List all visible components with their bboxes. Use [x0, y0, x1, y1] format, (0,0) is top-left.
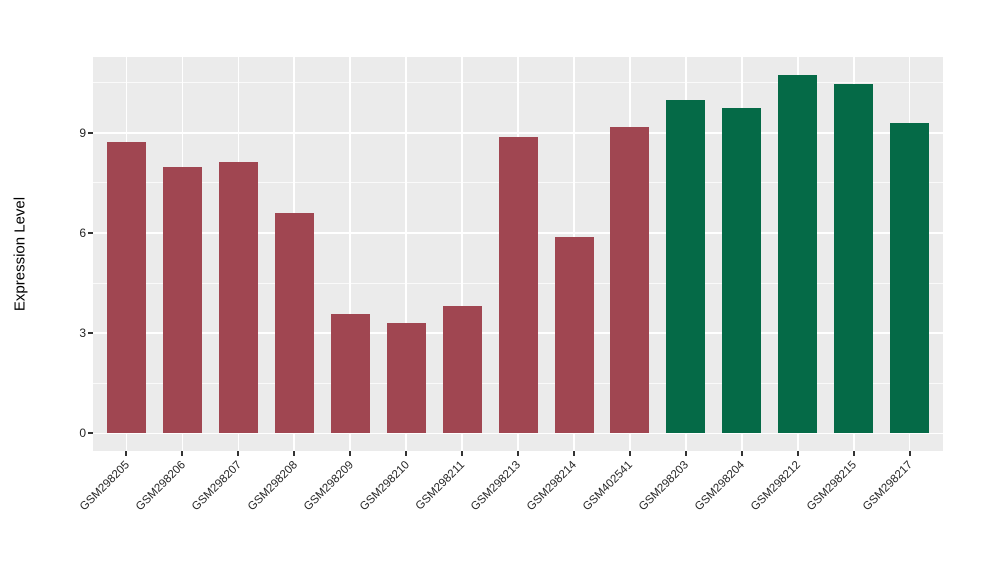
- bar-GSM298206: [162, 166, 202, 434]
- bar-GSM298210: [386, 322, 426, 434]
- bar-GSM298207: [218, 162, 258, 434]
- x-tick-label: GSM298217: [861, 459, 916, 514]
- bar-GSM298205: [106, 142, 146, 434]
- y-tick-mark: [88, 332, 93, 335]
- plot-panel: [93, 57, 943, 451]
- y-tick-label: 3: [79, 326, 86, 341]
- bar-GSM298214: [554, 237, 594, 434]
- bar-GSM298213: [498, 137, 538, 434]
- x-tick-label: GSM298209: [301, 459, 356, 514]
- x-tick-label: GSM298206: [133, 459, 188, 514]
- x-tick-label: GSM402541: [581, 459, 636, 514]
- x-tick-label: GSM298204: [693, 459, 748, 514]
- bar-GSM298217: [890, 123, 930, 434]
- x-tick-mark: [740, 451, 743, 456]
- x-tick-mark: [461, 451, 463, 456]
- x-tick-mark: [517, 451, 519, 456]
- x-tick-label: GSM298208: [245, 459, 300, 514]
- gridline-major-vertical: [405, 57, 407, 451]
- bar-GSM298203: [666, 100, 706, 434]
- x-tick-mark: [237, 451, 240, 456]
- x-tick-label: GSM298213: [469, 459, 524, 514]
- gridline-major-vertical: [349, 57, 351, 451]
- x-tick-label: GSM298210: [357, 459, 412, 514]
- bar-GSM298211: [442, 305, 482, 434]
- x-tick-mark: [573, 451, 575, 456]
- bar-GSM298204: [722, 107, 762, 434]
- y-tick-label: 9: [79, 125, 86, 140]
- x-tick-mark: [349, 451, 352, 456]
- x-tick-mark: [628, 451, 631, 456]
- y-tick-mark: [88, 432, 93, 435]
- x-tick-label: GSM298205: [77, 459, 132, 514]
- x-tick-mark: [908, 451, 911, 456]
- x-tick-label: GSM298215: [805, 459, 860, 514]
- bar-GSM298209: [330, 314, 370, 434]
- y-tick-label: 6: [79, 225, 86, 240]
- x-tick-mark: [852, 451, 855, 456]
- x-tick-mark: [125, 451, 128, 456]
- y-tick-label: 0: [79, 426, 86, 441]
- bar-GSM402541: [610, 127, 650, 434]
- x-tick-mark: [181, 451, 184, 456]
- y-tick-mark: [88, 231, 93, 234]
- y-axis-title: Expression Level: [11, 196, 29, 312]
- x-tick-mark: [684, 451, 687, 456]
- bar-GSM298215: [834, 84, 874, 434]
- bar-GSM298212: [778, 75, 818, 434]
- x-tick-mark: [293, 451, 296, 456]
- x-tick-mark: [796, 451, 799, 456]
- x-tick-label: GSM298203: [637, 459, 692, 514]
- bar-GSM298208: [274, 212, 314, 434]
- x-tick-label: GSM298211: [413, 459, 468, 513]
- x-tick-label: GSM298212: [749, 459, 804, 514]
- y-tick-mark: [88, 131, 93, 134]
- x-tick-label: GSM298207: [189, 459, 244, 514]
- gridline-major-vertical: [461, 57, 463, 451]
- x-tick-mark: [405, 451, 408, 456]
- x-tick-label: GSM298214: [525, 459, 580, 514]
